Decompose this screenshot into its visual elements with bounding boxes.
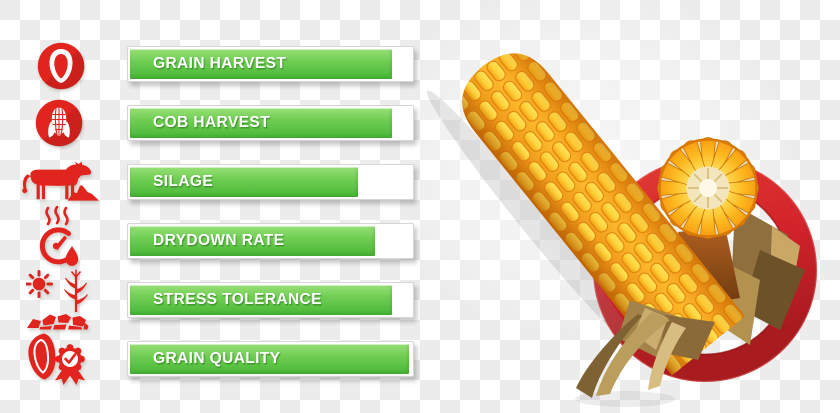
cow-silage-icon-svg [22,161,99,201]
husk-leaves-back [712,205,805,345]
kernel-inner [54,54,68,79]
sun-shape [25,270,53,298]
grain-quality-ribbon-icon-svg [28,333,85,385]
bar-stress-tolerance: STRESS TOLERANCE [127,282,414,318]
sun-drought-icon [25,268,90,337]
bar-grain-harvest: GRAIN HARVEST [127,46,414,82]
bar-label: SILAGE [153,173,214,190]
silage-pile-shape [67,185,99,201]
husk-leaves-front [575,300,715,407]
corn-kernel-icon [37,42,85,95]
pith-spokes [688,168,728,208]
bar-fill [130,344,410,374]
grain-quality-ribbon-icon [24,332,92,391]
corn-cross-section [657,137,759,239]
bar-drydown-rate: DRYDOWN RATE [127,223,414,259]
husk-left [48,121,56,138]
corn-illustration [420,0,818,407]
corn-kernel-icon-svg [37,42,85,90]
husk-right [62,121,70,138]
bar-label: COB HARVEST [153,114,270,131]
kernel-outline [33,338,50,374]
bar-cob-harvest: COB HARVEST [127,105,414,141]
gauge-needle [54,235,67,250]
corn-cob-icon-svg [35,99,83,147]
rosette-badge [55,344,85,385]
sun-drought-icon-svg [25,269,89,330]
bar-label: GRAIN QUALITY [153,350,281,367]
checkmark [64,353,77,364]
corn-plant-shape [64,269,88,312]
bar-fill [130,49,393,79]
bar-label: DRYDOWN RATE [153,232,285,249]
cob-shadow [426,90,636,348]
bar-silage: SILAGE [127,164,414,200]
bar-label: STRESS TOLERANCE [153,291,322,308]
cow-shape [22,161,92,200]
bar-fill [130,108,393,138]
gauge-ring [39,227,74,265]
bar-fill [130,285,393,315]
cob-grid [51,107,67,137]
rosette-scallops [55,344,85,374]
corn-cob [426,53,746,376]
droplet-shape [65,246,79,266]
cow-silage-icon [18,160,102,209]
bar-label: GRAIN HARVEST [153,55,287,72]
steam-lines [45,205,69,226]
bar-grain-quality: GRAIN QUALITY [127,341,414,377]
corn-cob-icon [35,99,83,152]
cross-section-rim [658,138,758,238]
pith-center [699,179,717,197]
cross-section-kernels [657,137,759,239]
cracked-earth-shape [27,314,89,330]
drydown-gauge-icon [36,205,82,271]
bar-fill [130,226,376,256]
bar-fill [130,167,358,197]
drydown-gauge-icon-svg [39,205,79,266]
